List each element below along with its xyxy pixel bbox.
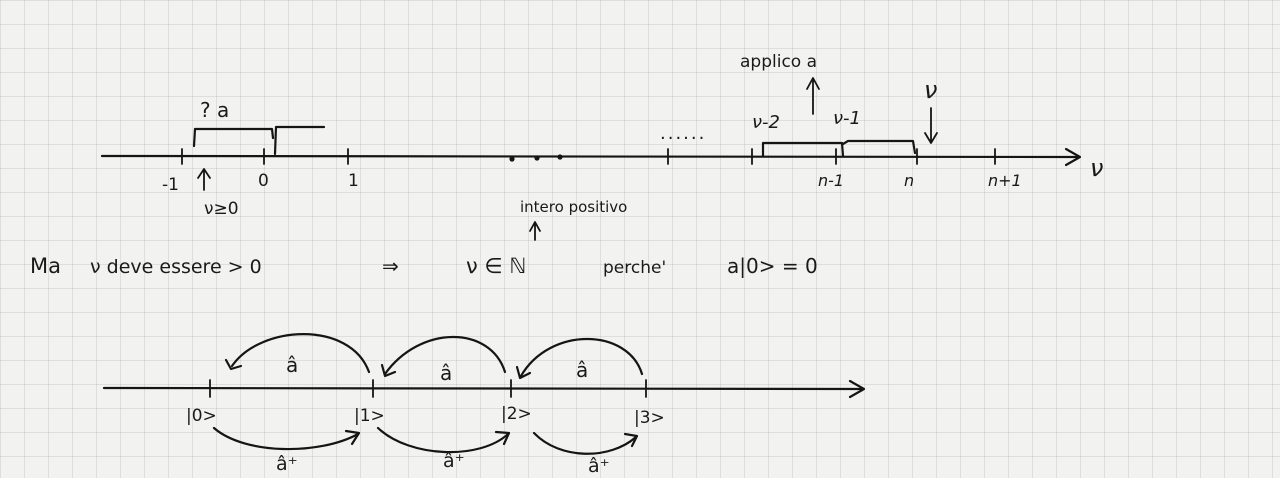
question-bracket bbox=[192, 127, 275, 148]
integer-label: intero positivo bbox=[520, 198, 627, 216]
creation-arrowhead-1 bbox=[344, 429, 361, 446]
annihilation-arc-1 bbox=[230, 333, 371, 374]
ket-label-2: |2> bbox=[501, 404, 532, 424]
statement-conclusion: ν ∈ ℕ bbox=[466, 254, 526, 278]
top-axis-arrowhead bbox=[1064, 147, 1082, 167]
ket-label-3: |3> bbox=[634, 408, 665, 428]
bracket-nu-minus-2 bbox=[761, 141, 845, 158]
tick-label-zero: 0 bbox=[258, 171, 269, 191]
tick-label-n: n bbox=[904, 171, 914, 190]
creation-label-3: â⁺ bbox=[588, 455, 610, 477]
question-label: ? a bbox=[200, 98, 229, 122]
ket-axis-arrowhead bbox=[848, 379, 866, 399]
tick-label-n-minus-1: n-1 bbox=[818, 171, 844, 190]
creation-arrowhead-3 bbox=[623, 432, 639, 448]
annihilation-label-2: â bbox=[440, 361, 452, 385]
top-axis-line bbox=[100, 154, 1080, 159]
bracket-nu-minus-1 bbox=[841, 139, 917, 155]
annihilation-label-1: â bbox=[286, 353, 298, 377]
annihilation-arrowhead-2 bbox=[380, 363, 397, 378]
nu-ge-zero-arrow bbox=[197, 168, 211, 191]
axis-dot-3 bbox=[557, 154, 563, 160]
statement-because: perche' bbox=[603, 258, 666, 278]
ket-axis-line bbox=[102, 386, 864, 391]
annihilation-arrowhead-1 bbox=[224, 358, 243, 371]
ket-label-1: |1> bbox=[354, 406, 385, 426]
ket-ladder: |0> |1> |2> |3> â â â â⁺ â⁺ â⁺ bbox=[102, 333, 866, 477]
axis-dot-1 bbox=[509, 156, 515, 162]
statement-implies: ⇒ bbox=[382, 254, 399, 278]
creation-arc-2 bbox=[376, 426, 510, 454]
tick-label-n-plus-1: n+1 bbox=[988, 171, 1022, 190]
nu-minus-1-label: ν-1 bbox=[833, 108, 861, 129]
nu-pointer-label: ν bbox=[924, 76, 937, 104]
zero-step-bracket bbox=[273, 125, 326, 156]
annihilation-arrowhead-3 bbox=[515, 365, 532, 380]
annihilation-arc-3 bbox=[519, 337, 644, 378]
nu-minus-2-label: ν-2 bbox=[752, 112, 780, 133]
apply-arrow bbox=[806, 77, 820, 115]
nu-pointer-arrow bbox=[924, 107, 938, 144]
top-number-line: ν -1 0 1 n-1 n n+1 ? a ν≥0 ...... ν-2 bbox=[100, 52, 1103, 241]
axis-dot-2 bbox=[534, 155, 540, 161]
annihilation-arc-2 bbox=[383, 335, 507, 376]
creation-label-1: â⁺ bbox=[276, 453, 298, 475]
statement-reason: a|0> = 0 bbox=[727, 254, 818, 278]
apply-label: applico a bbox=[740, 52, 817, 72]
tick-label-one: 1 bbox=[348, 171, 359, 191]
dots-label: ...... bbox=[660, 123, 706, 144]
statement-line: Ma ν deve essere > 0 ⇒ ν ∈ ℕ perche' a|0… bbox=[30, 254, 818, 278]
tick-label-minus-one: -1 bbox=[162, 175, 179, 195]
ket-label-0: |0> bbox=[186, 406, 217, 426]
statement-rest: ν deve essere > 0 bbox=[90, 256, 262, 278]
creation-label-2: â⁺ bbox=[443, 450, 465, 472]
integer-arrow bbox=[529, 221, 541, 241]
creation-arc-1 bbox=[212, 426, 360, 451]
creation-arrowhead-2 bbox=[494, 430, 511, 446]
creation-arc-3 bbox=[532, 431, 638, 455]
annihilation-label-3: â bbox=[576, 358, 588, 382]
nu-ge-zero-label: ν≥0 bbox=[204, 199, 239, 219]
top-axis-symbol: ν bbox=[1090, 154, 1103, 182]
statement-ma: Ma bbox=[30, 254, 61, 278]
